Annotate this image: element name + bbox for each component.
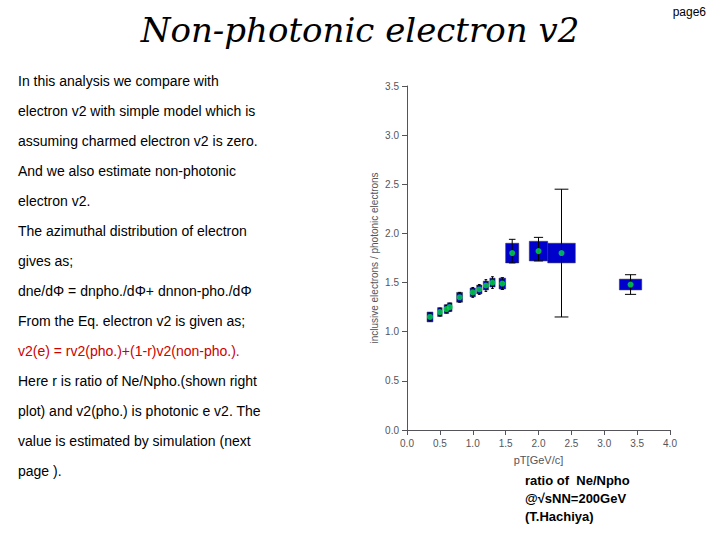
- svg-text:inclusive electrons / photonic: inclusive electrons / photonic electrons: [369, 172, 380, 343]
- svg-text:ratio of Ne/Npho: ratio of Ne/Npho: [525, 473, 630, 488]
- svg-text:0.0: 0.0: [385, 425, 399, 436]
- svg-text:assuming charmed electron v2 i: assuming charmed electron v2 is zero.: [18, 133, 258, 149]
- svg-text:2.0: 2.0: [385, 228, 399, 239]
- svg-text:page6: page6: [673, 5, 707, 19]
- svg-text:Here r is ratio of Ne/Npho.(sh: Here r is ratio of Ne/Npho.(shown right: [18, 373, 257, 389]
- svg-text:pT[GeV/c]: pT[GeV/c]: [514, 454, 564, 466]
- svg-text:plot) and v2(pho.) is photonic: plot) and v2(pho.) is photonic e v2. The: [18, 403, 261, 419]
- svg-text:v2(e) = rv2(pho.)+(1-r)v2(non-: v2(e) = rv2(pho.)+(1-r)v2(non-pho.).: [18, 343, 240, 359]
- svg-text:And we also estimate non-photo: And we also estimate non-photonic: [18, 163, 236, 179]
- svg-text:3.0: 3.0: [597, 438, 611, 449]
- svg-text:In this analysis we compare wi: In this analysis we compare with: [18, 73, 219, 89]
- svg-text:The azimuthal distribution of: The azimuthal distribution of electron: [18, 223, 247, 239]
- svg-text:1.5: 1.5: [499, 438, 513, 449]
- svg-text:2.5: 2.5: [564, 438, 578, 449]
- svg-text:gives as;: gives as;: [18, 253, 73, 269]
- svg-text:1.0: 1.0: [466, 438, 480, 449]
- svg-text:2.5: 2.5: [385, 179, 399, 190]
- svg-text:Non-photonic electron v2: Non-photonic electron v2: [140, 10, 580, 50]
- svg-text:electron v2.: electron v2.: [18, 193, 90, 209]
- svg-text:value is estimated by simulati: value is estimated by simulation (next: [18, 433, 251, 449]
- svg-text:page ).: page ).: [18, 463, 62, 479]
- svg-text:3.0: 3.0: [385, 130, 399, 141]
- svg-text:0.0: 0.0: [400, 438, 414, 449]
- svg-text:(T.Hachiya): (T.Hachiya): [525, 509, 594, 524]
- svg-text:1.5: 1.5: [385, 277, 399, 288]
- svg-text:dne/dΦ = dnpho./dΦ+ dnnon-pho.: dne/dΦ = dnpho./dΦ+ dnnon-pho./dΦ: [18, 283, 252, 299]
- svg-text:0.5: 0.5: [433, 438, 447, 449]
- svg-text:@√sNN=200GeV: @√sNN=200GeV: [525, 491, 626, 506]
- svg-text:3.5: 3.5: [630, 438, 644, 449]
- svg-text:0.5: 0.5: [385, 375, 399, 386]
- svg-text:4.0: 4.0: [663, 438, 677, 449]
- svg-text:1.0: 1.0: [385, 326, 399, 337]
- svg-text:From the Eq. electron v2 is gi: From the Eq. electron v2 is given as;: [18, 313, 245, 329]
- svg-text:2.0: 2.0: [532, 438, 546, 449]
- svg-text:3.5: 3.5: [385, 81, 399, 92]
- svg-text:electron v2 with simple model: electron v2 with simple model which is: [18, 103, 255, 119]
